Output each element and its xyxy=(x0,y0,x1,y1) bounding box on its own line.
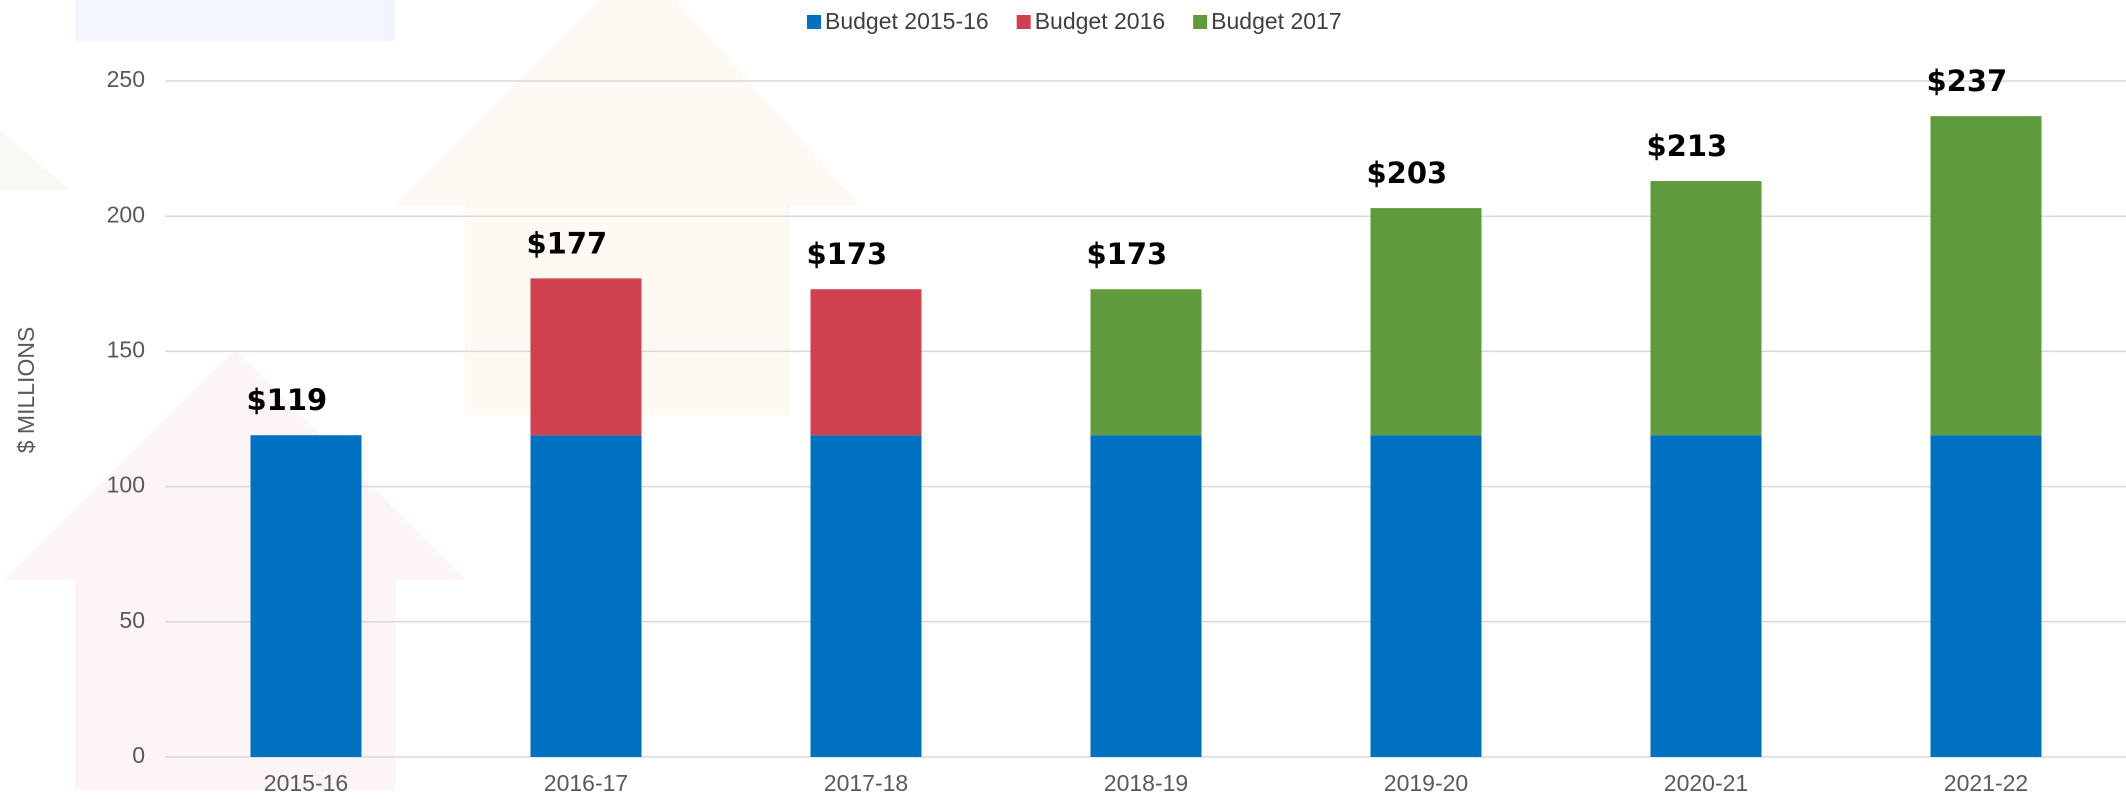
total-label: $237 xyxy=(1927,64,2008,98)
bar-segment xyxy=(530,435,642,757)
x-tick-label: 2016-17 xyxy=(544,770,628,796)
x-tick-label: 2021-22 xyxy=(1944,770,2028,796)
y-tick-label: 100 xyxy=(107,472,145,498)
bar-segment xyxy=(1650,181,1762,436)
legend-swatch xyxy=(1016,15,1031,29)
bar-segment xyxy=(810,289,922,436)
bar-segment xyxy=(530,278,642,436)
bar-segment xyxy=(810,435,922,757)
total-label: $177 xyxy=(527,226,608,260)
bar-segment xyxy=(1930,435,2042,757)
y-axis-label: $ MILLIONS xyxy=(13,327,39,454)
x-tick-label: 2020-21 xyxy=(1664,770,1748,796)
x-tick-label: 2015-16 xyxy=(264,770,348,796)
legend-swatch xyxy=(1193,15,1208,29)
total-label: $203 xyxy=(1367,156,1448,190)
y-tick-label: 50 xyxy=(119,607,145,633)
background-decoration xyxy=(0,0,860,790)
legend-label: Budget 2016 xyxy=(1035,8,1165,34)
bar-segment xyxy=(1370,435,1482,757)
total-label: $119 xyxy=(247,383,328,417)
x-tick-label: 2017-18 xyxy=(824,770,908,796)
legend-label: Budget 2015-16 xyxy=(825,8,989,34)
y-tick-label: 0 xyxy=(132,742,145,768)
bar-segment xyxy=(1930,116,2042,436)
total-label: $213 xyxy=(1647,129,1728,163)
bar-segment xyxy=(1090,289,1202,436)
x-tick-label: 2019-20 xyxy=(1384,770,1468,796)
bar-segment xyxy=(1370,208,1482,436)
legend-label: Budget 2017 xyxy=(1211,8,1341,34)
bar-segment xyxy=(1090,435,1202,757)
total-label: $173 xyxy=(1087,237,1168,271)
bar-segment xyxy=(250,435,362,757)
y-tick-label: 200 xyxy=(107,201,145,227)
bar-segment xyxy=(1650,435,1762,757)
y-tick-label: 150 xyxy=(107,336,145,362)
legend-swatch xyxy=(807,15,821,29)
total-label: $173 xyxy=(807,237,888,271)
y-tick-label: 250 xyxy=(107,66,145,92)
x-tick-label: 2018-19 xyxy=(1104,770,1188,796)
